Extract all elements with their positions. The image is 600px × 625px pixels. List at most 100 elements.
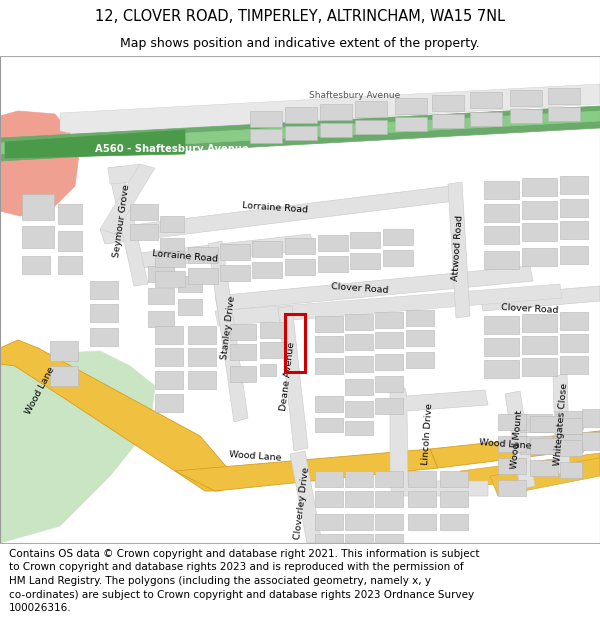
Text: Clover Road: Clover Road <box>331 282 389 296</box>
Bar <box>522 314 557 332</box>
Bar <box>350 232 380 248</box>
Bar <box>178 299 202 315</box>
Bar <box>345 491 373 507</box>
Text: Wood Lane: Wood Lane <box>24 366 56 416</box>
Text: Stanley Drive: Stanley Drive <box>220 296 236 361</box>
Bar <box>383 229 413 245</box>
Bar <box>260 364 276 376</box>
Bar <box>315 358 343 374</box>
Bar <box>548 107 580 121</box>
Bar <box>315 316 343 332</box>
Bar <box>560 418 582 434</box>
Bar <box>220 244 250 260</box>
Polygon shape <box>108 164 145 184</box>
Bar <box>408 514 436 530</box>
Bar <box>22 226 54 248</box>
Bar <box>582 409 600 427</box>
Bar <box>178 276 202 292</box>
Bar <box>148 288 174 304</box>
Bar <box>285 238 315 254</box>
Bar <box>90 304 118 322</box>
Bar <box>484 360 519 378</box>
Polygon shape <box>480 286 600 311</box>
Bar <box>155 348 183 366</box>
Text: Lorraine Road: Lorraine Road <box>152 249 218 263</box>
Bar <box>560 440 582 456</box>
Bar <box>155 326 183 344</box>
Bar <box>522 336 557 354</box>
Bar <box>395 98 427 114</box>
Bar <box>375 514 403 530</box>
Bar <box>285 259 315 275</box>
Bar <box>406 310 434 326</box>
Bar <box>230 324 256 340</box>
Bar <box>522 223 557 241</box>
Bar <box>155 251 185 267</box>
Bar <box>50 366 78 386</box>
Bar <box>375 534 403 548</box>
Bar <box>520 414 552 432</box>
Bar <box>345 379 373 395</box>
Bar <box>230 366 256 382</box>
Bar <box>22 194 54 220</box>
Bar <box>406 330 434 346</box>
Bar <box>355 120 387 134</box>
Polygon shape <box>505 391 535 489</box>
Bar <box>345 421 373 435</box>
Bar <box>320 104 352 120</box>
Bar <box>315 418 343 432</box>
Bar <box>560 334 588 352</box>
Bar <box>355 101 387 117</box>
Polygon shape <box>100 164 155 234</box>
Bar <box>510 109 542 123</box>
Bar <box>406 352 434 368</box>
Polygon shape <box>0 340 230 491</box>
Polygon shape <box>0 106 600 161</box>
Bar <box>315 396 343 412</box>
Bar <box>484 226 519 244</box>
Bar <box>188 326 216 344</box>
Bar <box>498 458 526 474</box>
Bar <box>230 344 256 360</box>
Bar <box>510 90 542 106</box>
Text: Whitegates Close: Whitegates Close <box>553 382 569 466</box>
Bar <box>440 471 468 487</box>
Bar <box>522 178 557 196</box>
Bar <box>522 201 557 219</box>
Bar <box>318 256 348 272</box>
Bar <box>155 394 183 412</box>
Bar <box>315 336 343 352</box>
Bar <box>285 107 317 123</box>
Text: Wood Lane: Wood Lane <box>479 438 532 451</box>
Bar <box>484 181 519 199</box>
Bar <box>560 356 588 374</box>
Text: Cloverley Drive: Cloverley Drive <box>293 466 311 540</box>
Bar <box>582 432 600 450</box>
Bar <box>440 514 468 530</box>
Bar <box>50 341 78 361</box>
Bar <box>315 514 343 530</box>
Polygon shape <box>108 166 148 286</box>
Polygon shape <box>278 306 308 451</box>
Text: Deane Avenue: Deane Avenue <box>280 341 296 411</box>
Bar <box>470 112 502 126</box>
Bar <box>560 246 588 264</box>
Bar <box>260 322 286 338</box>
Bar <box>560 176 588 194</box>
Bar <box>375 376 403 392</box>
Bar <box>148 311 174 327</box>
Bar <box>320 123 352 137</box>
Polygon shape <box>390 388 488 496</box>
Polygon shape <box>130 234 315 269</box>
Bar <box>345 334 373 350</box>
Polygon shape <box>215 266 533 311</box>
Bar <box>383 250 413 266</box>
Bar <box>375 398 403 414</box>
Polygon shape <box>290 451 322 543</box>
Polygon shape <box>490 458 600 496</box>
Bar <box>285 126 317 140</box>
Bar <box>188 371 216 389</box>
Bar <box>530 438 558 454</box>
Bar <box>560 312 588 330</box>
Bar <box>560 462 582 478</box>
